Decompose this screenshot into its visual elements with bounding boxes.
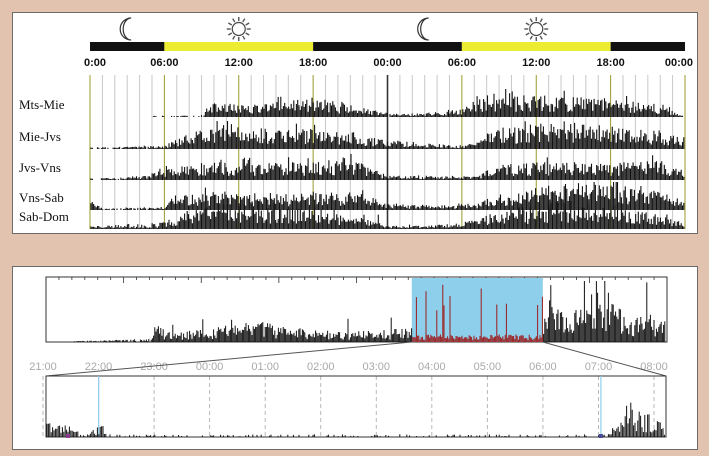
x-tick-label: 12:00 xyxy=(522,57,550,69)
row-label: Vns-Sab xyxy=(19,190,64,205)
x-tick-label: 18:00 xyxy=(299,57,327,69)
overview-bars xyxy=(73,281,666,342)
x-tick-label: 06:00 xyxy=(150,57,178,69)
overview-frame xyxy=(45,276,668,343)
row-label: Mts-Mie xyxy=(19,97,65,112)
zoom-panel: 21:00 22:00 23:00 00:00 01:00 02:00 03:00 04:00… xyxy=(12,266,698,450)
day-night-segment-day xyxy=(461,42,611,51)
x-tick-label: 12:00 xyxy=(225,57,253,69)
x-tick-label: 00:00 xyxy=(665,57,693,69)
activity-series-mie-jvs xyxy=(90,121,685,149)
activity-bars xyxy=(90,201,685,229)
zoom-tick-label: 03:00 xyxy=(363,361,391,373)
overview-selection xyxy=(411,278,543,342)
x-tick-label: 00:00 xyxy=(373,57,401,69)
zoom-tick-label: 00:00 xyxy=(196,361,224,373)
day-night-bar xyxy=(90,42,685,51)
row-label: Sab-Dom xyxy=(19,209,69,224)
zoom-chart: 21:00 22:00 23:00 00:00 01:00 02:00 03:00 04:00… xyxy=(29,276,668,438)
x-tick-label: 06:00 xyxy=(448,57,476,69)
activity-bars xyxy=(90,121,685,149)
x-tick-label: 0:00 xyxy=(84,57,106,69)
zoom-tick-label: 08:00 xyxy=(640,361,668,373)
zoom-tick-label: 06:00 xyxy=(529,361,557,373)
row-label: Jvs-Vns xyxy=(19,160,61,175)
activity-bars xyxy=(90,153,685,180)
zoom-event-marker xyxy=(66,434,70,438)
activity-series-vns-sab xyxy=(90,182,685,210)
zoom-connector-right xyxy=(542,341,667,377)
weekly-activity-panel: 0:00 06:00 12:00 18:00 00:00 06:00 12:00 18:00 0… xyxy=(12,12,698,234)
row-label: Mie-Jvs xyxy=(19,129,61,144)
zoom-tick-label: 04:00 xyxy=(418,361,446,373)
zoom-tick-label: 21:00 xyxy=(29,361,57,373)
zoom-tick-label: 23:00 xyxy=(140,361,168,373)
moon-icon xyxy=(119,17,132,41)
zoom-event-marker xyxy=(598,434,603,438)
weekly-activity-chart: 0:00 06:00 12:00 18:00 00:00 06:00 12:00 18:00 0… xyxy=(19,17,693,229)
day-night-segment-night xyxy=(610,42,685,51)
zoom-tick-label: 05:00 xyxy=(474,361,502,373)
activity-series-jvs-vns xyxy=(90,153,685,180)
activity-series-mts-mie xyxy=(152,89,684,117)
moon-icon xyxy=(417,17,429,41)
sun-icon xyxy=(226,17,251,41)
day-night-segment-night xyxy=(313,42,462,51)
activity-bars xyxy=(90,182,685,210)
zoom-bars xyxy=(46,402,665,437)
zoom-tick-label: 07:00 xyxy=(585,361,613,373)
zoom-tick-label: 01:00 xyxy=(251,361,279,373)
activity-series-sab-dom xyxy=(90,201,685,229)
activity-bars xyxy=(152,89,684,117)
day-night-segment-night xyxy=(90,42,165,51)
overview-selected-bars xyxy=(412,284,543,342)
zoom-frame xyxy=(45,375,667,438)
zoom-tick-label: 02:00 xyxy=(307,361,335,373)
zoom-connector-left xyxy=(45,341,412,377)
sun-icon xyxy=(524,17,549,41)
day-night-segment-day xyxy=(164,42,314,51)
x-tick-label: 18:00 xyxy=(597,57,625,69)
